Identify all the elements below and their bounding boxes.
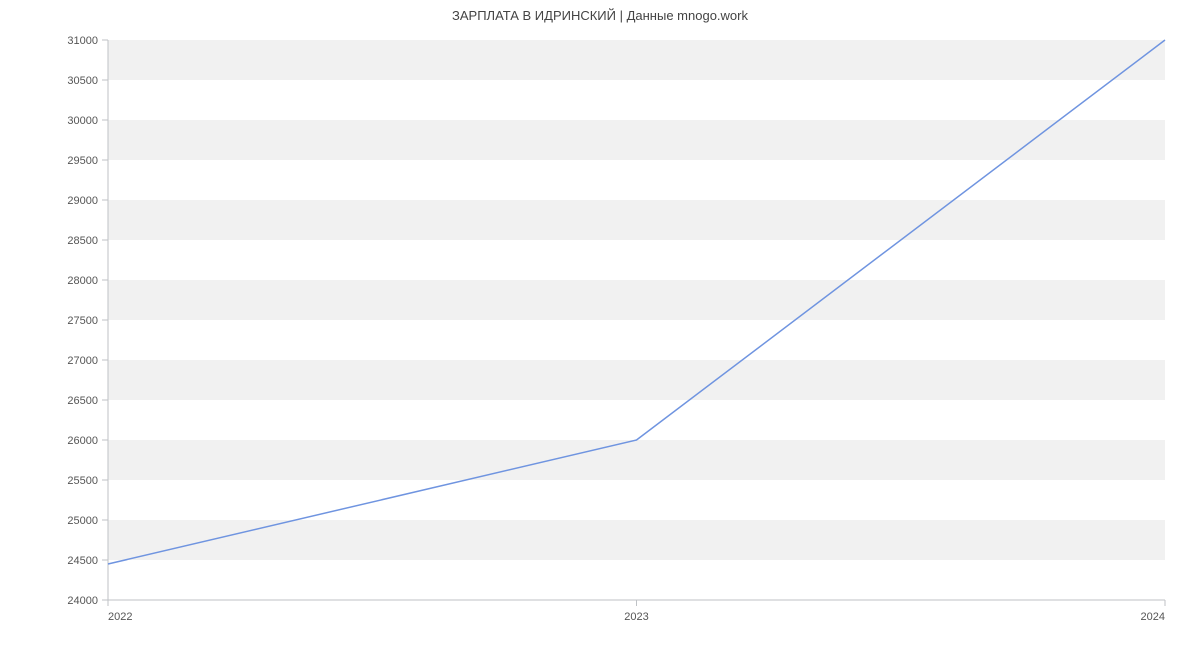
y-tick-label: 24000 [67, 595, 98, 607]
y-tick-label: 26500 [67, 395, 98, 407]
y-tick-label: 26000 [67, 435, 98, 447]
y-tick-label: 31000 [67, 35, 98, 47]
y-tick-label: 25000 [67, 515, 98, 527]
chart-title: ЗАРПЛАТА В ИДРИНСКИЙ | Данные mnogo.work [0, 8, 1200, 23]
salary-line-chart: ЗАРПЛАТА В ИДРИНСКИЙ | Данные mnogo.work… [0, 0, 1200, 650]
chart-svg: 24000 24500 25000 25500 26000 26500 27000 27500… [0, 0, 1200, 650]
grid-band [108, 440, 1165, 480]
grid-band [108, 120, 1165, 160]
y-tick-label: 24500 [67, 555, 98, 567]
grid-band [108, 280, 1165, 320]
grid-band [108, 520, 1165, 560]
y-tick-label: 25500 [67, 475, 98, 487]
y-tick-label: 28500 [67, 235, 98, 247]
grid-band [108, 360, 1165, 400]
y-tick-label: 28000 [67, 275, 98, 287]
y-tick-label: 29000 [67, 195, 98, 207]
y-tick-label: 30500 [67, 75, 98, 87]
x-tick-label: 2023 [624, 611, 648, 623]
y-tick-label: 27000 [67, 355, 98, 367]
y-tick-label: 29500 [67, 155, 98, 167]
x-tick-label: 2022 [108, 611, 132, 623]
grid-band [108, 200, 1165, 240]
y-tick-label: 27500 [67, 315, 98, 327]
y-tick-label: 30000 [67, 115, 98, 127]
x-tick-label: 2024 [1141, 611, 1165, 623]
grid-band [108, 40, 1165, 80]
